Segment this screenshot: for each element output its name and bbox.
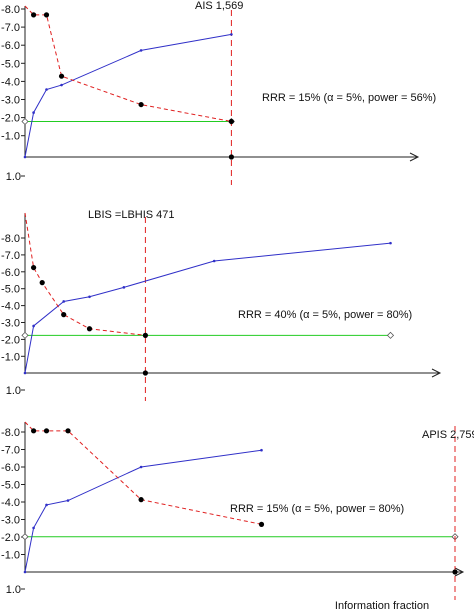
boundary-point bbox=[65, 428, 71, 434]
y-tick-label: -8.0 bbox=[1, 4, 20, 16]
y-tick-label: -3.0 bbox=[1, 95, 20, 107]
rrr-annotation: RRR = 15% (α = 5%, power = 56%) bbox=[262, 92, 436, 104]
y-tick-label: -2.0 bbox=[1, 113, 20, 125]
z2-start-marker bbox=[21, 331, 29, 339]
z-point bbox=[389, 241, 392, 245]
y-tick-label: -5.0 bbox=[1, 480, 20, 492]
panel-1: -8.0 -7.0 -6.0 -5.0 -4.0 -3.0 -2.0 -1.0 1.0 AIS 1… bbox=[1, 0, 436, 185]
z-point bbox=[230, 33, 233, 36]
x-axis-label: Information fraction bbox=[335, 600, 429, 612]
boundary-point bbox=[58, 73, 65, 79]
rrr-annotation: RRR = 40% (α = 5%, power = 80%) bbox=[238, 309, 412, 321]
z-point bbox=[23, 371, 27, 375]
boundary-point bbox=[30, 12, 37, 18]
z2-end-marker bbox=[386, 331, 395, 339]
z2-start-marker bbox=[21, 117, 29, 126]
monitoring-boundary-curve bbox=[24, 421, 262, 525]
z-point bbox=[62, 300, 65, 303]
y-tick-label: 1.0 bbox=[6, 385, 21, 397]
panel-3: -8.0 -7.0 -6.0 -5.0 -4.0 -3.0 -2.0 -1.0 1.0 APIS … bbox=[1, 421, 474, 600]
boundary-point bbox=[258, 521, 265, 527]
y-tick-label: -7.0 bbox=[1, 445, 20, 457]
ris-label: LBIS =LBHIS 471 bbox=[88, 209, 175, 221]
boundary-point bbox=[43, 428, 50, 434]
z-point bbox=[32, 526, 35, 530]
y-tick-label: -1.0 bbox=[1, 131, 20, 143]
y-tick-label: -5.0 bbox=[1, 58, 20, 70]
z-point bbox=[88, 295, 91, 299]
y-tick-label: -4.0 bbox=[1, 76, 20, 88]
y-tick-label: -5.0 bbox=[1, 284, 20, 296]
z-point bbox=[122, 286, 126, 289]
panel-2: -8.0 -7.0 -6.0 -5.0 -4.0 -3.0 -2.0 -1.0 1.0 LBIS … bbox=[1, 209, 442, 401]
y-tick-label: -1.0 bbox=[1, 550, 20, 562]
boundary-point bbox=[138, 497, 144, 503]
y-tick-label: -8.0 bbox=[1, 427, 20, 439]
boundary-point bbox=[228, 118, 234, 125]
monitoring-boundary-curve bbox=[24, 5, 232, 122]
ris-axis-point bbox=[228, 154, 234, 160]
z-point bbox=[260, 448, 263, 452]
y-tick-label: -3.0 bbox=[1, 515, 20, 527]
boundary-point bbox=[138, 101, 144, 108]
z-point bbox=[66, 499, 70, 502]
y-tick-label: -6.0 bbox=[1, 40, 20, 52]
boundary-point bbox=[43, 12, 50, 18]
y-tick-label: -4.0 bbox=[1, 497, 20, 509]
cumulative-z-curve bbox=[24, 449, 262, 573]
y-tick-label: -3.0 bbox=[1, 318, 20, 330]
ris-axis-point bbox=[452, 569, 458, 575]
ris-label: AIS 1,569 bbox=[195, 0, 243, 12]
z-point bbox=[45, 88, 48, 91]
x-axis-arrow bbox=[409, 152, 420, 162]
y-tick-label: -7.0 bbox=[1, 250, 20, 262]
x-axis-arrow bbox=[454, 567, 465, 577]
y-tick-label: -4.0 bbox=[1, 301, 20, 313]
y-tick-label: 1.0 bbox=[6, 171, 21, 183]
boundary-point bbox=[30, 428, 37, 434]
z-point bbox=[139, 49, 143, 52]
y-tick-label: -6.0 bbox=[1, 267, 20, 279]
panels-group: -8.0 -7.0 -6.0 -5.0 -4.0 -3.0 -2.0 -1.0 1.0 AIS 1… bbox=[1, 0, 474, 600]
rrr-annotation: RRR = 15% (α = 5%, power = 80%) bbox=[230, 503, 404, 515]
z-point bbox=[45, 503, 48, 507]
boundary-point bbox=[39, 280, 45, 286]
z-point bbox=[23, 155, 27, 159]
boundary-point bbox=[61, 312, 67, 318]
z-point bbox=[212, 259, 216, 263]
boundary-point bbox=[86, 326, 93, 332]
z-point bbox=[23, 570, 27, 574]
y-tick-label: -8.0 bbox=[1, 233, 20, 245]
y-tick-label: -6.0 bbox=[1, 462, 20, 474]
z-point bbox=[32, 324, 35, 328]
y-tick-label: -2.0 bbox=[1, 532, 20, 544]
z-point bbox=[60, 83, 63, 87]
y-tick-label: 1.0 bbox=[6, 584, 21, 596]
y-tick-label: -1.0 bbox=[1, 351, 20, 363]
ris-axis-point bbox=[142, 370, 148, 376]
z2-start-marker bbox=[21, 533, 29, 541]
boundary-point bbox=[142, 332, 148, 338]
y-tick-label: -7.0 bbox=[1, 22, 20, 34]
z-point bbox=[32, 111, 35, 114]
z-point bbox=[139, 465, 143, 469]
cumulative-z-curve bbox=[24, 33, 232, 158]
ris-label: APIS 2,759 bbox=[422, 429, 474, 441]
y-tick-label: -2.0 bbox=[1, 334, 20, 346]
x-axis-arrow bbox=[431, 368, 442, 378]
monitoring-boundary-curve bbox=[24, 212, 146, 336]
boundary-point bbox=[30, 264, 37, 271]
